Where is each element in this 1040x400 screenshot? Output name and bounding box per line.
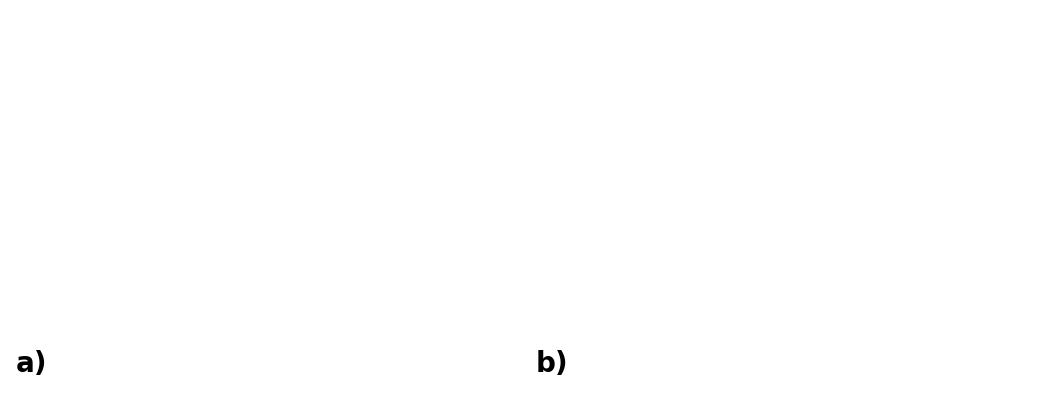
Text: a): a) (16, 350, 47, 378)
Text: b): b) (536, 350, 568, 378)
